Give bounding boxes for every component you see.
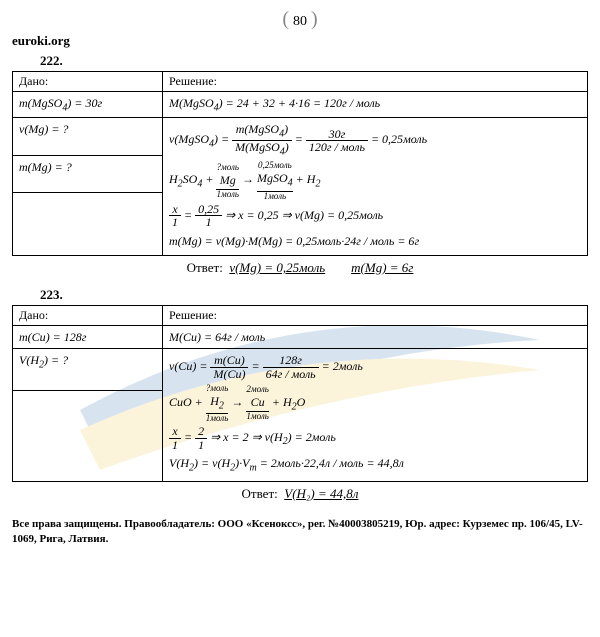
given-header: Дано:	[13, 72, 163, 92]
solution-header: Решение:	[163, 72, 588, 92]
given-blank	[13, 224, 163, 256]
solution-body: ν(MgSO4) = m(MgSO4)M(MgSO4) = 30г120г / …	[163, 118, 588, 256]
page-number-wrap: (80)	[12, 8, 588, 31]
task-223-number: 223.	[40, 287, 588, 303]
site-label: euroki.org	[12, 33, 588, 49]
given-blank	[13, 390, 163, 421]
given-row: ν(Mg) = ?	[13, 118, 163, 155]
given-row: m(MgSO4) = 30г	[13, 92, 163, 118]
task-222-number: 222.	[40, 53, 588, 69]
solution-row: M(MgSO4) = 24 + 32 + 4·16 = 120г / моль	[163, 92, 588, 118]
solution-header: Решение:	[163, 306, 588, 326]
solution-row: M(Cu) = 64г / моль	[163, 326, 588, 349]
given-blank	[13, 192, 163, 224]
footer-copyright: Все права защищены. Правообладатель: ООО…	[0, 513, 600, 550]
given-blank	[13, 421, 163, 451]
given-row: m(Mg) = ?	[13, 155, 163, 192]
page-number: 80	[293, 14, 307, 29]
task-222-table: Дано: Решение: m(MgSO4) = 30г M(MgSO4) =…	[12, 71, 588, 256]
given-row: m(Cu) = 128г	[13, 326, 163, 349]
given-blank	[13, 451, 163, 482]
task-222-answer: Ответ: ν(Mg) = 0,25моль m(Mg) = 6г	[12, 256, 588, 284]
solution-body: ν(Cu) = m(Cu)M(Cu) = 128г64г / моль = 2м…	[163, 349, 588, 481]
given-header: Дано:	[13, 306, 163, 326]
task-223-answer: Ответ: V(H₂) = 44,8л	[12, 482, 588, 510]
task-223-table: Дано: Решение: m(Cu) = 128г M(Cu) = 64г …	[12, 305, 588, 481]
given-row: V(H2) = ?	[13, 349, 163, 390]
